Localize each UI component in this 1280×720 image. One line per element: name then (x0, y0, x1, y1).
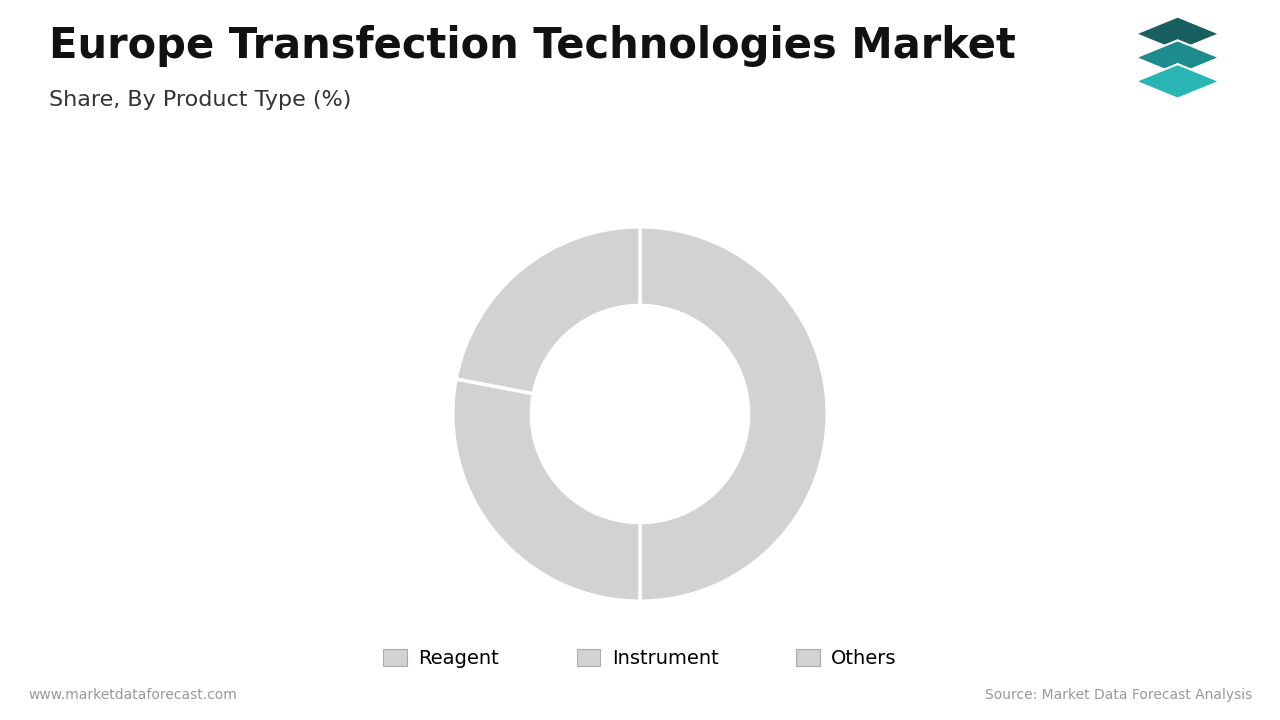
Legend: Reagent, Instrument, Others: Reagent, Instrument, Others (375, 641, 905, 675)
Wedge shape (456, 227, 640, 394)
Polygon shape (1135, 64, 1220, 99)
Polygon shape (1135, 40, 1220, 75)
Polygon shape (1135, 17, 1220, 51)
Wedge shape (640, 227, 827, 601)
Text: www.marketdataforecast.com: www.marketdataforecast.com (28, 688, 237, 702)
Text: Europe Transfection Technologies Market: Europe Transfection Technologies Market (49, 25, 1015, 67)
Text: Source: Market Data Forecast Analysis: Source: Market Data Forecast Analysis (984, 688, 1252, 702)
Wedge shape (453, 379, 640, 601)
Text: Share, By Product Type (%): Share, By Product Type (%) (49, 90, 351, 110)
